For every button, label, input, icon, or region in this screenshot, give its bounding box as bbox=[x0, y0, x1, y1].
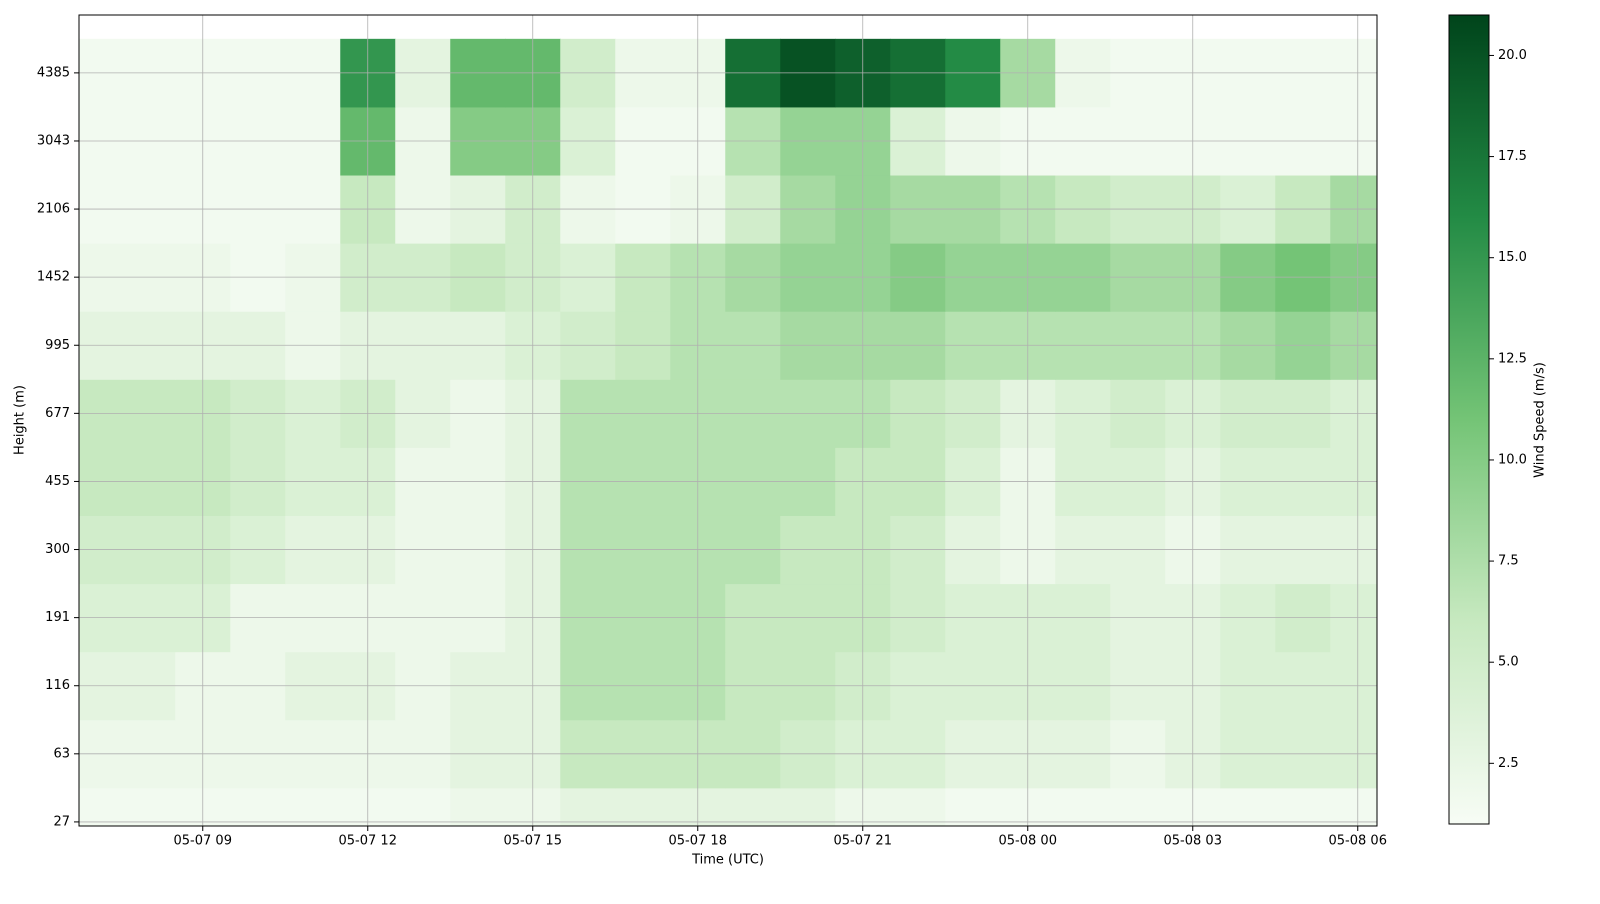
heat-cell bbox=[780, 787, 836, 827]
y-tick-label: 1452 bbox=[37, 270, 70, 285]
heat-cell bbox=[1110, 787, 1166, 827]
y-tick-label: 300 bbox=[45, 542, 70, 557]
x-tick-label: 05-07 12 bbox=[339, 834, 397, 849]
heat-cell bbox=[1275, 787, 1331, 827]
heat-cell bbox=[1220, 787, 1276, 827]
heat-cell bbox=[1055, 787, 1111, 827]
heat-cell bbox=[945, 787, 1001, 827]
colorbar-tick-label: 5.0 bbox=[1498, 655, 1519, 670]
x-tick-label: 05-08 06 bbox=[1329, 834, 1387, 849]
x-axis-label: Time (UTC) bbox=[691, 853, 764, 868]
colorbar-tick-label: 2.5 bbox=[1498, 756, 1519, 771]
colorbar bbox=[1448, 14, 1490, 825]
y-tick-label: 3043 bbox=[37, 133, 70, 148]
x-tick-label: 05-08 03 bbox=[1164, 834, 1222, 849]
colorbar-tick-label: 17.5 bbox=[1498, 149, 1527, 164]
heat-cell bbox=[285, 787, 341, 827]
y-tick-label: 455 bbox=[45, 474, 70, 489]
colorbar-tick-label: 10.0 bbox=[1498, 452, 1527, 467]
y-tick-label: 27 bbox=[53, 814, 70, 829]
colorbar-tick-label: 12.5 bbox=[1498, 351, 1527, 366]
y-tick-label: 4385 bbox=[37, 65, 70, 80]
colorbar-tick-label: 20.0 bbox=[1498, 48, 1527, 63]
x-tick-label: 05-07 15 bbox=[504, 834, 562, 849]
heat-cell bbox=[79, 787, 121, 827]
colorbar-tick-label: 7.5 bbox=[1498, 554, 1519, 569]
heat-cell bbox=[560, 787, 616, 827]
x-tick-label: 05-07 21 bbox=[834, 834, 892, 849]
heatmap bbox=[79, 38, 1378, 827]
y-tick-label: 677 bbox=[45, 406, 70, 421]
heat-cell bbox=[725, 787, 781, 827]
plot-frame bbox=[78, 14, 1378, 827]
colorbar-tick-label: 15.0 bbox=[1498, 250, 1527, 265]
heat-cell bbox=[890, 787, 946, 827]
y-tick-label: 63 bbox=[53, 746, 70, 761]
heat-cell bbox=[615, 787, 671, 827]
heat-cell bbox=[450, 787, 506, 827]
x-tick-label: 05-07 18 bbox=[669, 834, 727, 849]
y-axis-label: Height (m) bbox=[13, 385, 28, 455]
heat-cell bbox=[1330, 787, 1378, 827]
colorbar-label: Wind Speed (m/s) bbox=[1533, 362, 1548, 478]
x-tick-label: 05-07 09 bbox=[174, 834, 232, 849]
heat-cell bbox=[120, 787, 176, 827]
y-tick-label: 2106 bbox=[37, 202, 70, 217]
grid bbox=[79, 15, 1377, 826]
y-tick-label: 995 bbox=[45, 338, 70, 353]
x-tick-label: 05-08 00 bbox=[999, 834, 1057, 849]
heat-cell bbox=[230, 787, 286, 827]
y-tick-label: 191 bbox=[45, 610, 70, 625]
heat-cell bbox=[395, 787, 451, 827]
y-tick-label: 116 bbox=[45, 678, 70, 693]
